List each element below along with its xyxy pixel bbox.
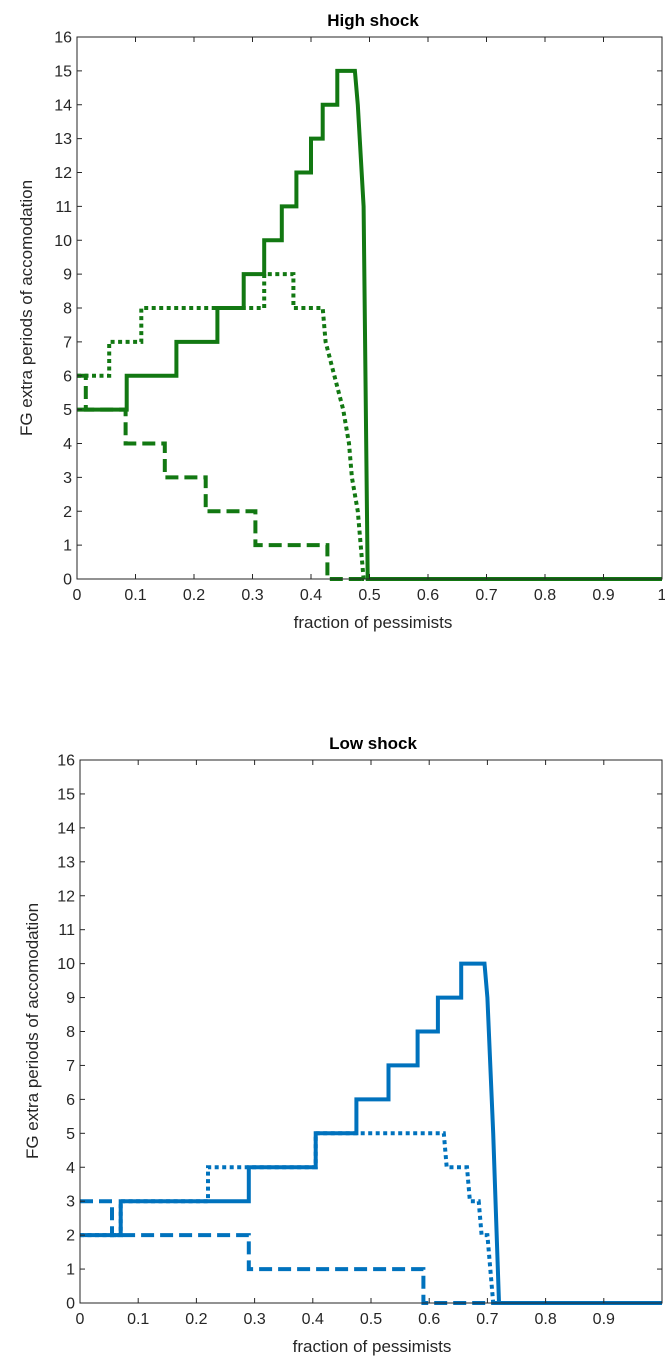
x-tick-label: 0.8: [534, 1311, 556, 1328]
series-group-low: [80, 961, 662, 1305]
x-tick-label: 0.3: [243, 1311, 265, 1328]
y-tick-label: 14: [54, 97, 72, 114]
chart-title-low: Low shock: [329, 734, 417, 753]
series-line-dotted-low: [80, 1131, 662, 1305]
y-tick-label: 12: [57, 888, 75, 905]
chart-title-high: High shock: [327, 11, 419, 30]
x-tick-label: 0.6: [417, 587, 439, 604]
y-tick-label: 12: [54, 165, 72, 182]
y-tick-label: 8: [63, 301, 72, 318]
series-line-dashed-low: [80, 1199, 662, 1305]
x-tick-label: 0.4: [302, 1311, 324, 1328]
y-tick-label: 10: [54, 233, 72, 250]
y-tick-label: 5: [63, 402, 72, 419]
x-tick-label: 0: [73, 587, 82, 604]
y-tick-label: 4: [63, 436, 72, 453]
y-tick-label: 3: [66, 1194, 75, 1211]
x-tick-label: 0.8: [534, 587, 556, 604]
y-tick-label: 6: [66, 1092, 75, 1109]
x-tick-label: 0.2: [185, 1311, 207, 1328]
y-tick-label: 2: [66, 1228, 75, 1245]
x-tick-label: 0.1: [124, 587, 146, 604]
y-tick-label: 7: [63, 334, 72, 351]
series-line-solid-low: [80, 961, 662, 1305]
y-tick-label: 3: [63, 470, 72, 487]
x-axis-label-high: fraction of pessimists: [294, 613, 453, 632]
series-group-high: [77, 68, 662, 581]
series-line-dashed-high: [77, 373, 662, 581]
x-tick-label: 0.7: [475, 587, 497, 604]
y-axis-label-high: FG extra periods of accomodation: [17, 180, 36, 436]
y-tick-label: 5: [66, 1126, 75, 1143]
x-ticks-high: 0 0.1 0.2 0.3 0.4 0.5 0.6 0.7 0.8 0.9 1: [73, 37, 665, 604]
axes-box-low: [79, 759, 663, 1304]
x-tick-label: 0.3: [241, 587, 263, 604]
x-ticks-low: 0 0.1 0.2 0.3 0.4 0.5 0.6 0.7 0.8 0.9: [76, 760, 615, 1328]
x-tick-label: 0: [76, 1311, 85, 1328]
y-tick-label: 7: [66, 1058, 75, 1075]
y-tick-label: 6: [63, 368, 72, 385]
y-tick-label: 11: [58, 922, 75, 939]
series-line-dotted-high: [77, 272, 662, 581]
x-tick-label: 0.9: [593, 1311, 615, 1328]
x-tick-label: 0.1: [127, 1311, 149, 1328]
y-axis-label-low: FG extra periods of accomodation: [23, 903, 42, 1159]
x-tick-label: 0.5: [360, 1311, 382, 1328]
y-tick-label: 1: [66, 1262, 75, 1279]
y-tick-label: 8: [66, 1024, 75, 1041]
y-tick-label: 4: [66, 1160, 75, 1177]
x-tick-label: 0.9: [592, 587, 614, 604]
y-tick-label: 15: [57, 786, 75, 803]
x-axis-label-low: fraction of pessimists: [293, 1337, 452, 1356]
x-tick-label: 0.7: [476, 1311, 498, 1328]
y-tick-label: 9: [66, 990, 75, 1007]
y-tick-label: 16: [57, 753, 75, 770]
y-tick-label: 13: [54, 131, 72, 148]
x-tick-label: 0.2: [183, 587, 205, 604]
y-tick-label: 15: [54, 63, 72, 80]
x-tick-label: 0.4: [300, 587, 322, 604]
y-tick-label: 1: [63, 538, 72, 555]
y-tick-label: 14: [57, 820, 75, 837]
y-tick-label: 16: [54, 30, 72, 47]
y-tick-label: 10: [57, 956, 75, 973]
y-tick-label: 0: [66, 1296, 75, 1313]
x-tick-label: 1: [658, 587, 665, 604]
series-line-solid-high: [77, 68, 662, 581]
y-tick-label: 11: [55, 199, 72, 216]
y-tick-label: 2: [63, 504, 72, 521]
x-tick-label: 0.6: [418, 1311, 440, 1328]
axes-box-high: [76, 36, 663, 580]
x-tick-label: 0.5: [358, 587, 380, 604]
y-tick-label: 13: [57, 854, 75, 871]
y-tick-label: 9: [63, 267, 72, 284]
y-tick-label: 0: [63, 572, 72, 589]
